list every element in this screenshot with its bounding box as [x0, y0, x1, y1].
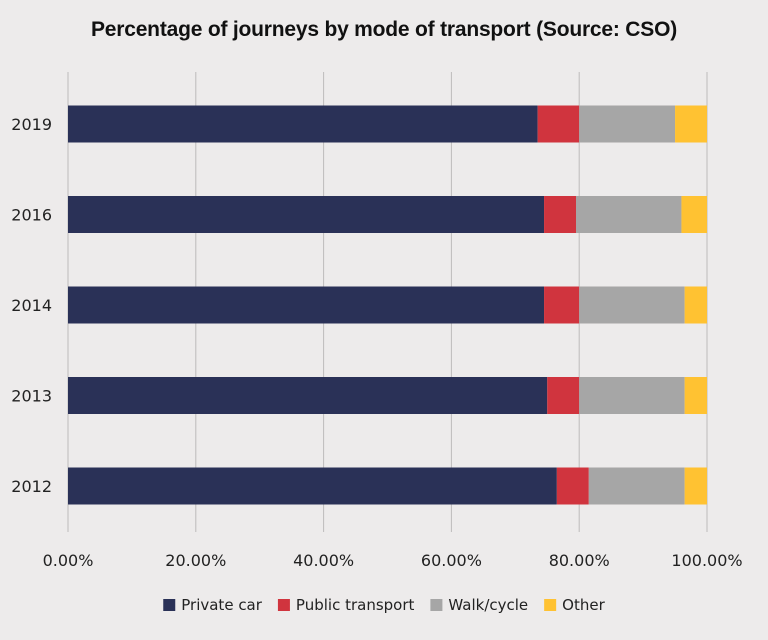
tick-label-5: 100.00%: [671, 551, 742, 570]
legend-swatch-other: [544, 599, 557, 611]
tick-label-1: 20.00%: [165, 551, 226, 570]
bar-2014-walk-cycle: [579, 286, 685, 324]
bars: [68, 105, 707, 505]
bar-2019-public-transport: [537, 105, 580, 143]
bar-2012-private-car: [68, 467, 557, 505]
bar-2016-public-transport: [544, 196, 577, 233]
bar-2016-private-car: [68, 196, 545, 233]
tick-label-2: 40.00%: [293, 551, 354, 570]
bar-2012-other: [684, 467, 707, 505]
legend-swatch-walk-cycle: [430, 599, 443, 611]
category-label-2013: 2013: [11, 387, 52, 406]
bar-2013-walk-cycle: [579, 377, 685, 414]
value-axis: 0.00% 20.00% 40.00% 60.00% 80.00% 100.00%: [43, 551, 743, 570]
legend-swatch-public-transport: [277, 599, 290, 611]
tick-label-0: 0.00%: [43, 551, 94, 570]
legend-label-private-car: Private car: [181, 596, 263, 614]
bar-2014-other: [684, 286, 707, 324]
legend: Private car Public transport Walk/cycle Oth…: [163, 596, 606, 614]
tick-label-3: 60.00%: [421, 551, 482, 570]
legend-swatch-private-car: [163, 599, 176, 611]
bar-2012-public-transport: [556, 467, 589, 505]
bar-2013-public-transport: [547, 377, 580, 414]
bar-2019-other: [675, 105, 707, 143]
bar-2019-private-car: [68, 105, 538, 143]
bar-2016-other: [681, 196, 707, 233]
bar-2014-public-transport: [544, 286, 580, 324]
bar-2013-private-car: [68, 377, 548, 414]
bar-2012-walk-cycle: [588, 467, 685, 505]
chart-title: Percentage of journeys by mode of transp…: [90, 18, 678, 41]
legend-label-public-transport: Public transport: [296, 596, 415, 614]
legend-label-other: Other: [562, 596, 605, 614]
bar-2013-other: [684, 377, 707, 414]
category-label-2019: 2019: [11, 115, 52, 134]
category-label-2012: 2012: [11, 477, 52, 496]
bar-2019-walk-cycle: [579, 105, 676, 143]
bar-2016-walk-cycle: [576, 196, 682, 233]
legend-label-walk-cycle: Walk/cycle: [448, 596, 528, 614]
tick-label-4: 80.00%: [549, 551, 610, 570]
category-label-2016: 2016: [11, 206, 52, 225]
category-axis: 2019 2016 2014 2013 2012: [11, 115, 52, 496]
bar-2014-private-car: [68, 286, 545, 324]
category-label-2014: 2014: [11, 296, 52, 315]
